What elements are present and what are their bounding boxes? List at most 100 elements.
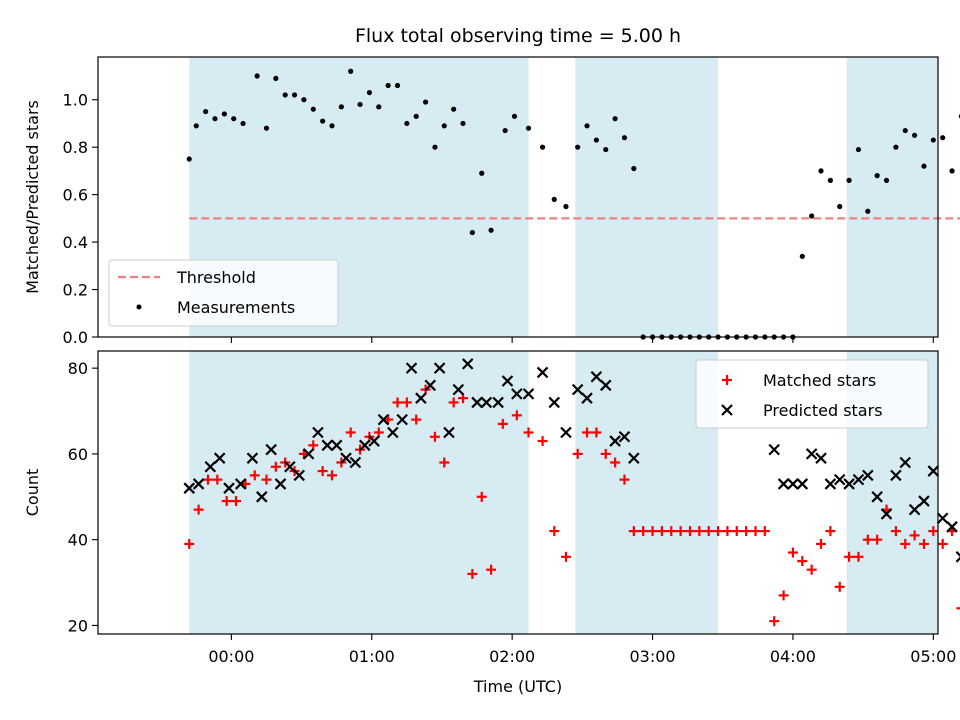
matched-star-point (787, 547, 798, 558)
measurement-point (488, 227, 494, 233)
x-tick-label: 05:00 (910, 647, 956, 666)
measurement-point (865, 208, 871, 214)
x-marker-b (501, 375, 514, 387)
matched-star-point (638, 526, 649, 537)
predicted-star-point (824, 478, 837, 490)
matched-star-point (511, 410, 522, 421)
matched-star-point (853, 551, 864, 562)
matched-star-point (549, 526, 560, 537)
x-marker-b (777, 478, 790, 490)
shaded-interval-3 (846, 57, 938, 337)
chart-title: Flux total observing time = 5.00 h (355, 25, 681, 47)
predicted-star-point (192, 478, 205, 490)
matched-star-point (778, 590, 789, 601)
predicted-star-point (946, 521, 958, 533)
x-marker-b (918, 495, 930, 507)
predicted-legend-label: Predicted stars (763, 401, 883, 420)
y-tick-label: 20 (68, 616, 88, 635)
measurement-point (584, 123, 590, 129)
matched-star-point (647, 526, 658, 537)
x-marker-b (946, 521, 958, 533)
x-marker-b (768, 443, 780, 456)
matched-star-point (497, 418, 508, 429)
x-marker-b (843, 478, 855, 490)
predicted-star-point (590, 370, 603, 383)
measurement-point (575, 144, 581, 150)
matched-star-point (834, 581, 845, 592)
measurement-point (799, 253, 805, 259)
x-marker-b (256, 491, 268, 503)
matched-star-point (270, 461, 281, 472)
measurement-point (809, 213, 815, 219)
matched-star-point (448, 397, 459, 408)
matched-star-point (825, 526, 836, 537)
matched-legend-label: Matched stars (763, 371, 876, 390)
x-marker-b (871, 491, 883, 503)
measurement-point (385, 82, 391, 89)
measurement-point (404, 120, 410, 127)
x-marker-b (890, 469, 902, 482)
predicted-star-point (560, 426, 572, 439)
predicted-star-point (204, 460, 217, 473)
predicted-star-point (293, 469, 306, 482)
matched-star-point (937, 538, 948, 549)
matched-star-point (582, 427, 593, 438)
measurement-point (329, 123, 335, 129)
x-marker-b (234, 478, 247, 490)
measurement-point (593, 137, 599, 143)
predicted-star-point (377, 413, 390, 426)
matched-star-point (900, 538, 911, 549)
predicted-star-point (183, 482, 196, 494)
measurement-point (551, 196, 557, 202)
predicted-star-point (312, 426, 324, 439)
predicted-star-point (871, 491, 883, 503)
measurements-legend-label: Measurements (177, 298, 295, 317)
predicted-star-point (213, 452, 226, 464)
x-marker-a (955, 551, 960, 557)
matched-legend-marker (722, 375, 732, 385)
y-tick-label: 0.2 (63, 281, 88, 300)
measurement-point (203, 108, 209, 115)
matched-star-point (628, 526, 639, 537)
matched-star-point (694, 526, 705, 537)
x-marker-b (358, 439, 371, 452)
x-marker-b (571, 383, 584, 396)
measurement-point (893, 144, 899, 150)
x-marker-b (511, 388, 523, 400)
predicted-star-point (805, 448, 818, 460)
measurement-point (282, 92, 288, 98)
x-tick-label: 03:00 (629, 647, 675, 666)
measurement-point (511, 113, 518, 119)
x-tick-label: 01:00 (349, 647, 395, 666)
predicted-star-point (223, 482, 235, 494)
measurement-point (394, 82, 401, 89)
count-y-ticks: 20 40 60 80 (68, 359, 98, 635)
x-marker-b (265, 443, 277, 456)
measurement-point (563, 203, 569, 210)
matched-star-point (212, 474, 223, 485)
predicted-star-point (862, 469, 874, 482)
y-tick-label: 0.6 (63, 186, 88, 205)
predicted-star-point (480, 396, 493, 409)
measurement-point (193, 123, 199, 129)
count-legend: Matched stars Predicted stars (695, 359, 929, 429)
count-points (183, 358, 960, 627)
matched-legend-swatch (722, 375, 732, 385)
x-tick-label: 00:00 (208, 647, 254, 666)
x-marker-b (284, 460, 296, 473)
x-marker-b (330, 439, 343, 452)
shaded-interval-2 (575, 351, 719, 634)
x-marker-b (899, 456, 912, 469)
matched-star-point (759, 526, 770, 537)
matched-star-point (326, 470, 337, 481)
measurement-point (525, 125, 532, 131)
shaded-interval-1 (189, 351, 529, 634)
x-marker-b (480, 396, 493, 409)
y-tick-label: 80 (68, 359, 88, 378)
measurement-point (231, 116, 237, 122)
y-tick-label: 60 (68, 445, 88, 464)
measurement-point (874, 173, 880, 179)
matched-star-point (486, 564, 497, 575)
matched-star-point (572, 448, 583, 459)
